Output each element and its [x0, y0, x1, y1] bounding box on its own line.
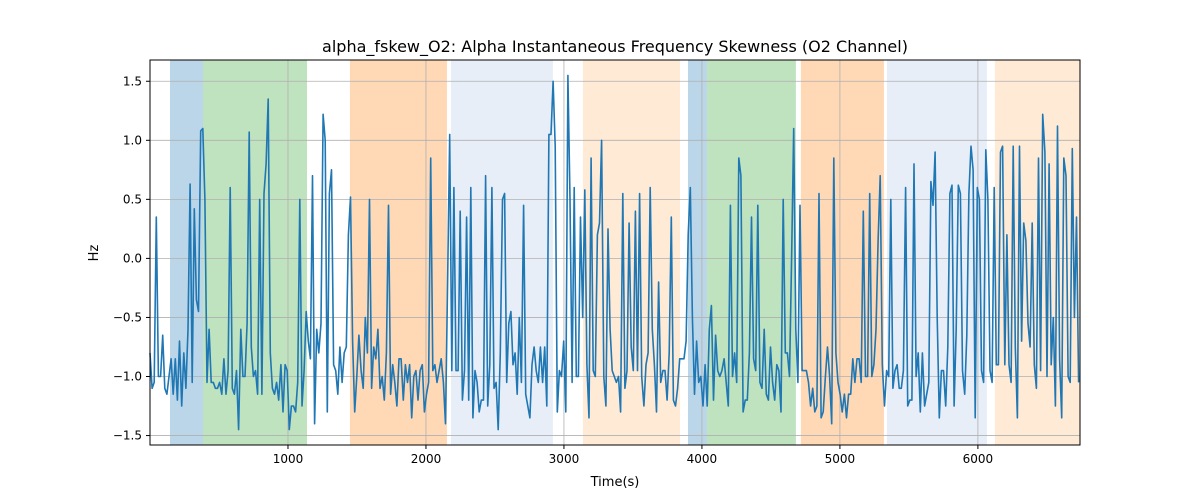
series-line [149, 74, 1080, 431]
x-tick-label: 6000 [963, 452, 994, 466]
y-tick-label: −0.5 [113, 310, 142, 324]
series [149, 74, 1080, 431]
y-tick-label: −1.0 [113, 370, 142, 384]
y-tick-label: 1.5 [123, 74, 142, 88]
x-axis: 1000 2000 3000 4000 5000 6000 [273, 445, 993, 466]
y-axis: −1.5 −1.0 −0.5 0.0 0.5 1.0 1.5 [113, 74, 150, 443]
y-tick-label: 1.0 [123, 133, 142, 147]
plot-frame [149, 59, 1081, 446]
x-axis-label: Time(s) [590, 475, 640, 490]
x-tick-label: 1000 [273, 452, 304, 466]
highlight-region [800, 60, 884, 445]
y-tick-label: −1.5 [113, 429, 142, 443]
highlight-region [202, 60, 308, 445]
highlight-region [582, 60, 680, 445]
y-axis-label: Hz [87, 245, 102, 262]
y-tick-label: 0.0 [123, 251, 142, 265]
x-tick-label: 2000 [411, 452, 442, 466]
x-tick-label: 5000 [825, 452, 856, 466]
x-tick-label: 3000 [549, 452, 580, 466]
x-tick-label: 4000 [687, 452, 718, 466]
y-tick-label: 0.5 [123, 192, 142, 206]
highlight-regions [170, 60, 1080, 445]
chart-title: alpha_fskew_O2: Alpha Instantaneous Freq… [322, 37, 908, 57]
grid [150, 60, 1080, 445]
